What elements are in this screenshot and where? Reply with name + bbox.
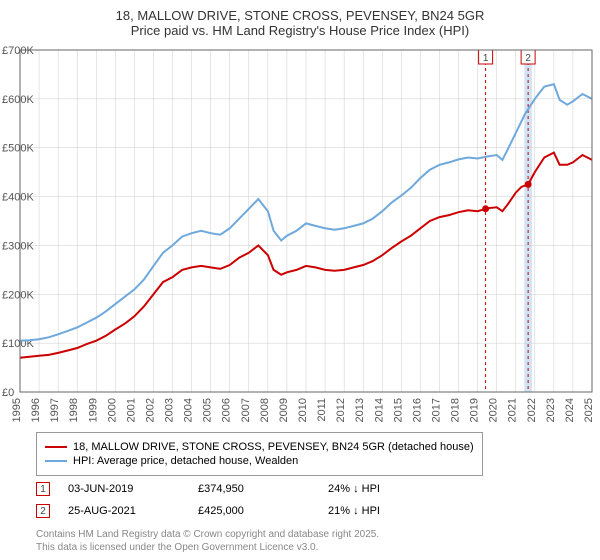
svg-text:2004: 2004 bbox=[183, 398, 195, 422]
legend-label-hpi: HPI: Average price, detached house, Weal… bbox=[73, 455, 298, 467]
svg-text:2014: 2014 bbox=[373, 398, 385, 422]
svg-text:£700K: £700K bbox=[2, 45, 34, 57]
svg-text:£200K: £200K bbox=[2, 289, 34, 301]
chart-container: 18, MALLOW DRIVE, STONE CROSS, PEVENSEY,… bbox=[0, 0, 600, 560]
svg-text:2020: 2020 bbox=[488, 398, 500, 422]
chart-area: £0£100K£200K£300K£400K£500K£600K£700K199… bbox=[0, 42, 600, 432]
svg-text:2001: 2001 bbox=[125, 398, 137, 422]
sales-table: 1 03-JUN-2019£374,95024% ↓ HPI 2 25-AUG-202… bbox=[36, 478, 448, 522]
sale-delta: 21% ↓ HPI bbox=[328, 505, 448, 517]
legend-row-property: 18, MALLOW DRIVE, STONE CROSS, PEVENSEY,… bbox=[45, 441, 474, 453]
svg-text:2019: 2019 bbox=[469, 398, 481, 422]
svg-text:2010: 2010 bbox=[297, 398, 309, 422]
svg-text:2009: 2009 bbox=[278, 398, 290, 422]
svg-text:2013: 2013 bbox=[354, 398, 366, 422]
sale-row: 1 03-JUN-2019£374,95024% ↓ HPI bbox=[36, 478, 448, 500]
svg-text:£600K: £600K bbox=[2, 94, 34, 106]
footer-line1: Contains HM Land Registry data © Crown c… bbox=[36, 528, 379, 541]
svg-text:2023: 2023 bbox=[545, 398, 557, 422]
svg-text:£400K: £400K bbox=[2, 192, 34, 204]
svg-text:2017: 2017 bbox=[430, 398, 442, 422]
svg-text:£300K: £300K bbox=[2, 240, 34, 252]
sale-marker-box: 2 bbox=[36, 504, 50, 518]
svg-text:£0: £0 bbox=[2, 387, 14, 399]
legend-swatch-property bbox=[45, 446, 67, 448]
svg-text:2: 2 bbox=[525, 53, 531, 64]
svg-text:1999: 1999 bbox=[87, 398, 99, 422]
line-chart-svg: £0£100K£200K£300K£400K£500K£600K£700K199… bbox=[0, 42, 600, 432]
footer-attribution: Contains HM Land Registry data © Crown c… bbox=[36, 528, 379, 554]
svg-text:1997: 1997 bbox=[49, 398, 61, 422]
svg-text:2025: 2025 bbox=[583, 398, 595, 422]
title-subtitle: Price paid vs. HM Land Registry's House … bbox=[10, 23, 590, 38]
svg-text:2000: 2000 bbox=[106, 398, 118, 422]
svg-text:2022: 2022 bbox=[526, 398, 538, 422]
sale-date: 25-AUG-2021 bbox=[68, 505, 198, 517]
sale-price: £425,000 bbox=[198, 505, 328, 517]
svg-text:2012: 2012 bbox=[335, 398, 347, 422]
svg-text:2005: 2005 bbox=[202, 398, 214, 422]
svg-text:2002: 2002 bbox=[144, 398, 156, 422]
svg-text:2018: 2018 bbox=[450, 398, 462, 422]
svg-text:1995: 1995 bbox=[11, 398, 23, 422]
svg-text:1996: 1996 bbox=[30, 398, 42, 422]
title-block: 18, MALLOW DRIVE, STONE CROSS, PEVENSEY,… bbox=[0, 0, 600, 42]
svg-text:2006: 2006 bbox=[221, 398, 233, 422]
sale-marker-box: 1 bbox=[36, 482, 50, 496]
sale-row: 2 25-AUG-2021£425,00021% ↓ HPI bbox=[36, 500, 448, 522]
svg-text:2008: 2008 bbox=[259, 398, 271, 422]
svg-text:£500K: £500K bbox=[2, 143, 34, 155]
title-address: 18, MALLOW DRIVE, STONE CROSS, PEVENSEY,… bbox=[10, 8, 590, 23]
legend-swatch-hpi bbox=[45, 460, 67, 462]
svg-text:2021: 2021 bbox=[507, 398, 519, 422]
legend-label-property: 18, MALLOW DRIVE, STONE CROSS, PEVENSEY,… bbox=[73, 441, 474, 453]
legend-box: 18, MALLOW DRIVE, STONE CROSS, PEVENSEY,… bbox=[36, 432, 483, 476]
svg-text:2016: 2016 bbox=[411, 398, 423, 422]
svg-text:1: 1 bbox=[483, 53, 489, 64]
sale-delta: 24% ↓ HPI bbox=[328, 483, 448, 495]
sale-date: 03-JUN-2019 bbox=[68, 483, 198, 495]
legend-row-hpi: HPI: Average price, detached house, Weal… bbox=[45, 455, 474, 467]
svg-text:2011: 2011 bbox=[316, 398, 328, 422]
svg-text:2003: 2003 bbox=[164, 398, 176, 422]
svg-text:1998: 1998 bbox=[68, 398, 80, 422]
svg-text:2024: 2024 bbox=[564, 398, 576, 422]
svg-text:2007: 2007 bbox=[240, 398, 252, 422]
sale-price: £374,950 bbox=[198, 483, 328, 495]
footer-line2: This data is licensed under the Open Gov… bbox=[36, 541, 379, 554]
svg-text:2015: 2015 bbox=[392, 398, 404, 422]
